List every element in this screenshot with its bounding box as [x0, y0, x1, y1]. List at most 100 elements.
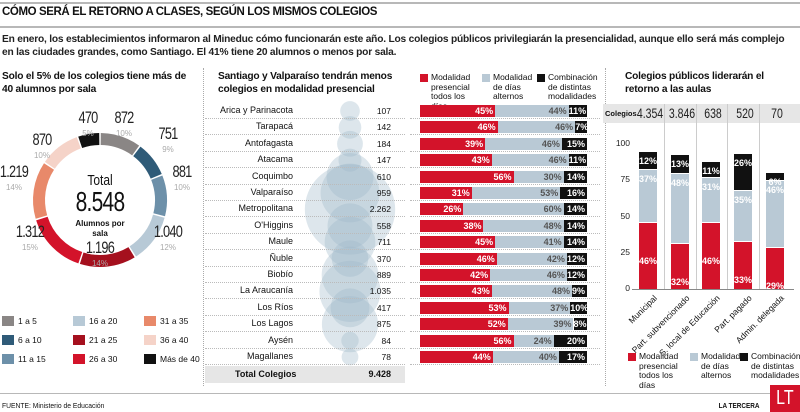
- region-bubble: [326, 153, 374, 201]
- mode-bar-segment: 45%: [420, 236, 496, 249]
- legend-label: 11 a 15: [18, 354, 46, 364]
- mode-bar-segment: 46%: [490, 269, 567, 281]
- mode-bar-segment: 11%: [568, 154, 587, 167]
- sector-title: Colegios públicos liderarán el retorno a…: [625, 71, 764, 95]
- legend-item: Modalidad de días alternos: [690, 351, 746, 381]
- mode-bar-segment: 43%: [420, 285, 492, 298]
- column-separator: [727, 104, 728, 289]
- mode-bar-segment: 44%: [495, 105, 569, 117]
- region-name: Tarapacá: [255, 121, 293, 132]
- mode-bar-segment: 7%: [575, 121, 587, 134]
- legend-label: 21 a 25: [89, 335, 118, 345]
- legend-swatch: [628, 353, 636, 361]
- colegios-label: Colegios: [605, 109, 637, 118]
- title-rule: [0, 26, 800, 28]
- slice-pct-label: 12%: [159, 243, 176, 252]
- legend-swatch: [740, 353, 748, 361]
- region-row: Atacama 147: [205, 152, 405, 169]
- legend-item: Modalidad de días alternos: [482, 72, 542, 102]
- region-bubble: [341, 348, 359, 366]
- region-row: O'Higgins 558: [205, 218, 405, 234]
- region-name: Los Ríos: [257, 301, 293, 312]
- colegios-count: 520: [736, 105, 754, 121]
- legend-item: Modalidad presencial todos los días: [628, 351, 684, 390]
- slice-pct-label: 5%: [82, 129, 94, 138]
- legend-label: Modalidad de días alternos: [701, 351, 741, 380]
- donut-slice: [100, 133, 140, 156]
- mode-bar-segment: 43%: [420, 154, 492, 167]
- region-colegios: 2.262: [369, 204, 391, 215]
- total-row: Total Colegios 9.428: [205, 366, 405, 383]
- stacked-bar-segment: 31%: [702, 177, 720, 223]
- region-colegios: 711: [377, 237, 391, 248]
- column-separator: [759, 104, 760, 289]
- mode-bar-segment: 46%: [420, 252, 497, 265]
- region-bubble: [330, 288, 370, 328]
- legend-label: 16 a 20: [89, 316, 118, 326]
- legend-label: Combinación de distintas modalidades: [751, 351, 800, 380]
- mode-bar-segment: 46%: [491, 154, 569, 167]
- mode-bar-segment: 38%: [420, 219, 484, 232]
- mode-bar-segment: 14%: [563, 170, 587, 183]
- legend-swatch: [144, 316, 156, 326]
- donut-chart: [32, 133, 167, 267]
- region-bubble: [338, 148, 362, 172]
- region-row: Metropolitana 2.262: [205, 201, 405, 218]
- region-colegios: 107: [376, 106, 391, 116]
- stacked-bar-segment: 29%: [766, 246, 784, 291]
- mode-bar-segment: 45%: [420, 105, 496, 117]
- slice-value-label: 1.040: [153, 222, 183, 241]
- region-row: Biobío 889: [205, 267, 405, 283]
- legend-item: 36 a 40: [144, 335, 188, 345]
- mode-bar-segment: 10%: [570, 301, 587, 314]
- top-rule: [0, 2, 800, 4]
- region-colegios: 610: [376, 171, 391, 182]
- region-colegios: 84: [381, 335, 391, 346]
- region-name: Magallanes: [246, 351, 293, 361]
- region-bubble: [337, 130, 363, 157]
- region-row: Coquimbo 610: [205, 169, 405, 185]
- region-colegios: 142: [376, 122, 391, 133]
- region-row: Valparaíso 959: [205, 185, 405, 201]
- donut-slice: [79, 247, 135, 267]
- region-name: Coquimbo: [251, 170, 293, 181]
- mode-bar-row: 52% 39% 8%: [410, 316, 600, 333]
- legend-swatch: [144, 354, 156, 364]
- legend-swatch: [2, 316, 14, 326]
- stacked-bar-segment: 33%: [734, 241, 752, 289]
- region-row: Magallanes 78: [205, 349, 405, 365]
- region-row: Tarapacá 142: [205, 119, 405, 136]
- region-row: Ñuble 370: [205, 251, 405, 267]
- donut-slice: [133, 146, 162, 179]
- donut-slice: [32, 163, 55, 219]
- region-colegios: 959: [376, 188, 391, 198]
- donut-slice: [36, 216, 83, 264]
- legend-label: 36 a 40: [160, 335, 189, 345]
- y-tick-label: 50: [620, 210, 630, 221]
- regions-title: Santiago y Valparaíso tendrán menos cole…: [218, 71, 393, 95]
- region-name: Los Lagos: [251, 318, 293, 329]
- mode-bar-segment: 53%: [420, 301, 509, 314]
- column-separator: [696, 104, 697, 289]
- mode-bar-segment: 44%: [420, 351, 493, 363]
- mode-bar-row: 46% 46% 7%: [410, 119, 600, 136]
- region-bubble: [321, 246, 379, 304]
- donut-center-top: Total: [87, 172, 113, 189]
- mode-bar-segment: 56%: [420, 334, 514, 347]
- mode-bar-segment: 41%: [495, 236, 564, 249]
- la-tercera-logo: LT: [770, 385, 800, 412]
- stacked-bar-segment: 35%: [734, 190, 752, 242]
- legend-label: Modalidad presencial todos los días: [639, 351, 679, 390]
- stacked-bar-segment: 11%: [702, 161, 720, 178]
- slice-value-label: 1.219: [0, 162, 29, 181]
- legend-item: 16 a 20: [73, 316, 117, 326]
- region-colegios: 184: [376, 138, 391, 149]
- legend-label: Combinación de distintas modalidades: [548, 72, 598, 101]
- donut-slice: [78, 133, 100, 148]
- mode-bar-segment: 9%: [571, 285, 587, 298]
- legend-label: 26 a 30: [89, 354, 118, 364]
- region-name: Aysén: [268, 334, 293, 345]
- slice-pct-label: 10%: [33, 151, 50, 160]
- mode-bar-row: 26% 60% 14%: [410, 201, 600, 218]
- slice-value-label: 870: [32, 130, 52, 149]
